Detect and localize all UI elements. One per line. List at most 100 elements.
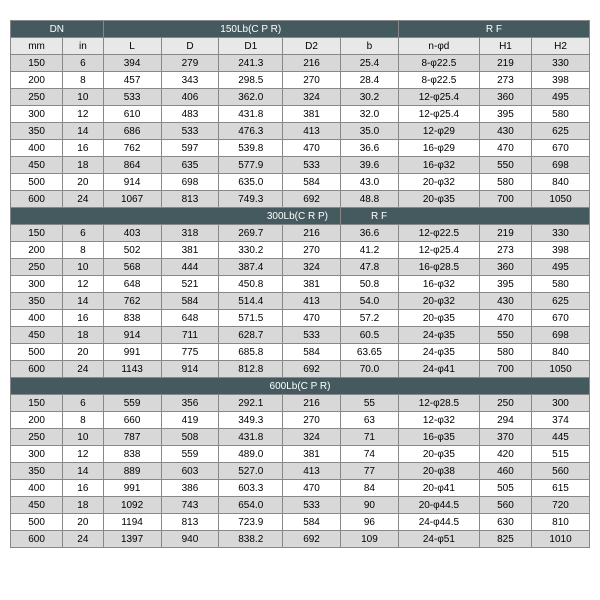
table-cell: 12-φ29 bbox=[398, 123, 479, 140]
table-cell: 660 bbox=[103, 412, 161, 429]
table-cell: 273 bbox=[479, 72, 531, 89]
table-cell: 508 bbox=[161, 429, 219, 446]
table-cell: 350 bbox=[11, 123, 63, 140]
table-cell: 500 bbox=[11, 514, 63, 531]
table-cell: 324 bbox=[283, 429, 341, 446]
table-cell: 300 bbox=[11, 106, 63, 123]
table-cell: 269.7 bbox=[219, 225, 283, 242]
table-cell: 500 bbox=[11, 174, 63, 191]
table-cell: 514.4 bbox=[219, 293, 283, 310]
table-cell: 630 bbox=[479, 514, 531, 531]
table-cell: 32.0 bbox=[340, 106, 398, 123]
table-cell: 470 bbox=[283, 480, 341, 497]
table-cell: 109 bbox=[340, 531, 398, 548]
table-row: 30012610483431.838132.012-φ25.4395580 bbox=[11, 106, 590, 123]
table-cell: 360 bbox=[479, 89, 531, 106]
table-row: 30012648521450.838150.816-φ32395580 bbox=[11, 276, 590, 293]
table-cell: 18 bbox=[63, 497, 104, 514]
table-cell: 635 bbox=[161, 157, 219, 174]
dn-header: DN bbox=[11, 21, 104, 38]
table-cell: 16 bbox=[63, 310, 104, 327]
table-cell: 16 bbox=[63, 480, 104, 497]
table-cell: 24-φ35 bbox=[398, 327, 479, 344]
table-cell: 838 bbox=[103, 446, 161, 463]
table-cell: 12-φ32 bbox=[398, 412, 479, 429]
table-cell: 8-φ22.5 bbox=[398, 55, 479, 72]
table-cell: 84 bbox=[340, 480, 398, 497]
table-cell: 914 bbox=[103, 327, 161, 344]
table-cell: 20 bbox=[63, 174, 104, 191]
table-cell: 20-φ32 bbox=[398, 174, 479, 191]
table-cell: 559 bbox=[103, 395, 161, 412]
table-cell: 270 bbox=[283, 72, 341, 89]
table-cell: 216 bbox=[283, 55, 341, 72]
col-D2: D2 bbox=[283, 38, 341, 55]
table-cell: 12-φ22.5 bbox=[398, 225, 479, 242]
table-row: 600241067813749.369248.820-φ357001050 bbox=[11, 191, 590, 208]
table-row: 1506394279241.321625.48-φ22.5219330 bbox=[11, 55, 590, 72]
table-cell: 48.8 bbox=[340, 191, 398, 208]
table-row: 45018864635577.953339.616-φ32550698 bbox=[11, 157, 590, 174]
table-cell: 298.5 bbox=[219, 72, 283, 89]
table-row: 45018914711628.753360.524-φ35550698 bbox=[11, 327, 590, 344]
table-cell: 431.8 bbox=[219, 429, 283, 446]
table-cell: 450 bbox=[11, 327, 63, 344]
table-cell: 413 bbox=[283, 293, 341, 310]
table-cell: 216 bbox=[283, 225, 341, 242]
table-cell: 12 bbox=[63, 446, 104, 463]
table-cell: 515 bbox=[532, 446, 590, 463]
table-cell: 74 bbox=[340, 446, 398, 463]
table-cell: 584 bbox=[161, 293, 219, 310]
table-cell: 743 bbox=[161, 497, 219, 514]
table-cell: 43.0 bbox=[340, 174, 398, 191]
table-cell: 406 bbox=[161, 89, 219, 106]
section3-title: 600Lb(C P R) bbox=[11, 378, 590, 395]
table-cell: 216 bbox=[283, 395, 341, 412]
section2-header: 300Lb(C R P) R F bbox=[11, 208, 590, 225]
table-row: 2008457343298.527028.48-φ22.5273398 bbox=[11, 72, 590, 89]
table-cell: 580 bbox=[532, 106, 590, 123]
table-row: 40016762597539.847036.616-φ29470670 bbox=[11, 140, 590, 157]
table-cell: 20 bbox=[63, 344, 104, 361]
table-cell: 430 bbox=[479, 293, 531, 310]
table-cell: 12-φ25.4 bbox=[398, 242, 479, 259]
table-cell: 330 bbox=[532, 55, 590, 72]
table-cell: 413 bbox=[283, 123, 341, 140]
table-cell: 603 bbox=[161, 463, 219, 480]
table-cell: 470 bbox=[283, 140, 341, 157]
table-cell: 12 bbox=[63, 276, 104, 293]
table-cell: 580 bbox=[532, 276, 590, 293]
table-cell: 700 bbox=[479, 361, 531, 378]
table-cell: 420 bbox=[479, 446, 531, 463]
table-cell: 47.8 bbox=[340, 259, 398, 276]
table-cell: 35.0 bbox=[340, 123, 398, 140]
table-cell: 698 bbox=[532, 327, 590, 344]
table-cell: 12-φ25.4 bbox=[398, 106, 479, 123]
table-cell: 580 bbox=[479, 174, 531, 191]
table-cell: 571.5 bbox=[219, 310, 283, 327]
table-cell: 360 bbox=[479, 259, 531, 276]
section2-title-left: 300Lb(C R P) bbox=[11, 208, 341, 225]
table-cell: 250 bbox=[479, 395, 531, 412]
table-cell: 495 bbox=[532, 259, 590, 276]
table-cell: 398 bbox=[532, 242, 590, 259]
table-cell: 381 bbox=[283, 446, 341, 463]
table-cell: 584 bbox=[283, 344, 341, 361]
table-cell: 16-φ28.5 bbox=[398, 259, 479, 276]
col-L: L bbox=[103, 38, 161, 55]
table-cell: 28.4 bbox=[340, 72, 398, 89]
table-cell: 539.8 bbox=[219, 140, 283, 157]
table-cell: 720 bbox=[532, 497, 590, 514]
table-cell: 550 bbox=[479, 157, 531, 174]
table-cell: 16-φ32 bbox=[398, 276, 479, 293]
table-cell: 698 bbox=[161, 174, 219, 191]
table-cell: 300 bbox=[532, 395, 590, 412]
table-cell: 60.5 bbox=[340, 327, 398, 344]
table-cell: 30.2 bbox=[340, 89, 398, 106]
table-cell: 24-φ51 bbox=[398, 531, 479, 548]
table-cell: 505 bbox=[479, 480, 531, 497]
table-cell: 294 bbox=[479, 412, 531, 429]
table-cell: 991 bbox=[103, 480, 161, 497]
table-cell: 219 bbox=[479, 55, 531, 72]
table-cell: 386 bbox=[161, 480, 219, 497]
